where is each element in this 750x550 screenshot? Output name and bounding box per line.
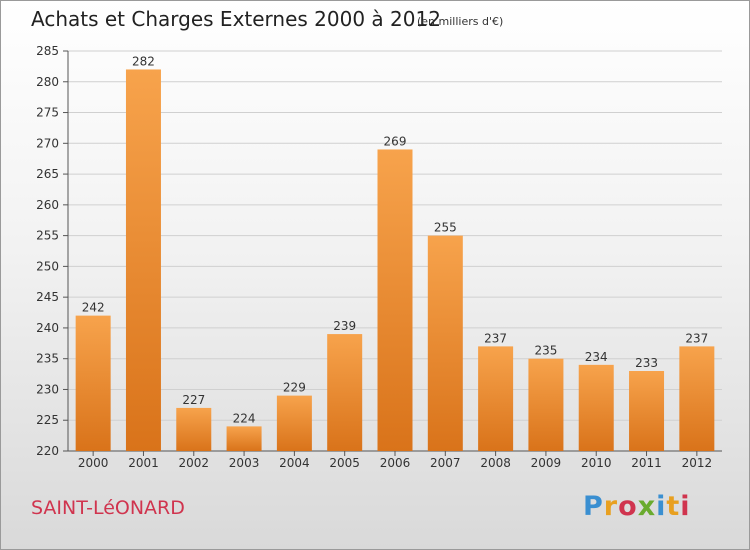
value-label: 233 [635, 356, 658, 370]
logo-letter: r [603, 491, 619, 522]
x-tick-label: 2001 [128, 456, 159, 470]
y-tick-label: 270 [36, 136, 59, 150]
y-tick-label: 265 [36, 167, 59, 181]
value-label: 235 [534, 344, 557, 358]
y-tick-label: 280 [36, 75, 59, 89]
x-tick-label: 2012 [682, 456, 713, 470]
value-label: 237 [484, 331, 507, 345]
logo-letter: i [656, 491, 667, 522]
y-tick-label: 250 [36, 259, 59, 273]
x-tick-label: 2004 [279, 456, 310, 470]
x-tick-label: 2008 [480, 456, 511, 470]
bar-2009 [528, 358, 564, 451]
bar-2006 [377, 149, 413, 451]
value-label: 282 [132, 54, 155, 68]
value-label: 234 [585, 350, 608, 364]
logo-letter: P [583, 491, 604, 522]
x-tick-label: 2010 [581, 456, 612, 470]
y-tick-label: 235 [36, 352, 59, 366]
chart-title: Achats et Charges Externes 2000 à 2012 [31, 7, 441, 31]
bar-2012 [679, 346, 715, 451]
y-tick-label: 275 [36, 106, 59, 120]
bar-2004 [276, 395, 312, 451]
bar-2002 [176, 407, 212, 451]
x-tick-label: 2009 [531, 456, 562, 470]
logo-letter: x [637, 491, 657, 522]
value-label: 255 [434, 221, 457, 235]
x-tick-label: 2000 [78, 456, 109, 470]
value-label: 269 [384, 134, 407, 148]
y-tick-label: 255 [36, 229, 59, 243]
logo-letter: t [666, 491, 681, 522]
y-tick-label: 245 [36, 290, 59, 304]
bar-2008 [478, 346, 514, 451]
logo-letter: i [680, 491, 691, 522]
y-tick-label: 225 [36, 413, 59, 427]
x-tick-label: 2011 [631, 456, 662, 470]
x-tick-label: 2007 [430, 456, 461, 470]
y-tick-label: 240 [36, 321, 59, 335]
x-tick-label: 2005 [329, 456, 360, 470]
x-tick-label: 2006 [380, 456, 411, 470]
value-label: 224 [233, 411, 256, 425]
value-label: 239 [333, 319, 356, 333]
bar-2005 [327, 334, 363, 451]
chart-subtitle: (en milliers d'€) [417, 15, 504, 28]
bar-2003 [226, 426, 262, 451]
x-tick-label: 2002 [178, 456, 209, 470]
y-tick-label: 285 [36, 44, 59, 58]
value-label: 227 [182, 393, 205, 407]
bar-2010 [578, 364, 614, 451]
value-label: 237 [685, 331, 708, 345]
x-tick-label: 2003 [229, 456, 260, 470]
city-name: SAINT-LéONARD [31, 497, 185, 519]
bar-2007 [427, 235, 463, 451]
proxiti-logo[interactable]: Proxiti [583, 491, 691, 522]
labels: 220 225 230 235 240 245 250 255 260 265 270 275 280 2… [36, 44, 712, 470]
value-label: 229 [283, 381, 306, 395]
y-tick-label: 260 [36, 198, 59, 212]
y-tick-label: 230 [36, 382, 59, 396]
bar-2000 [75, 315, 111, 451]
value-label: 242 [82, 301, 105, 315]
logo-letter: o [618, 491, 638, 522]
bars [75, 69, 715, 451]
bar-2011 [629, 371, 665, 451]
bar-2001 [125, 69, 161, 451]
y-tick-label: 220 [36, 444, 59, 458]
